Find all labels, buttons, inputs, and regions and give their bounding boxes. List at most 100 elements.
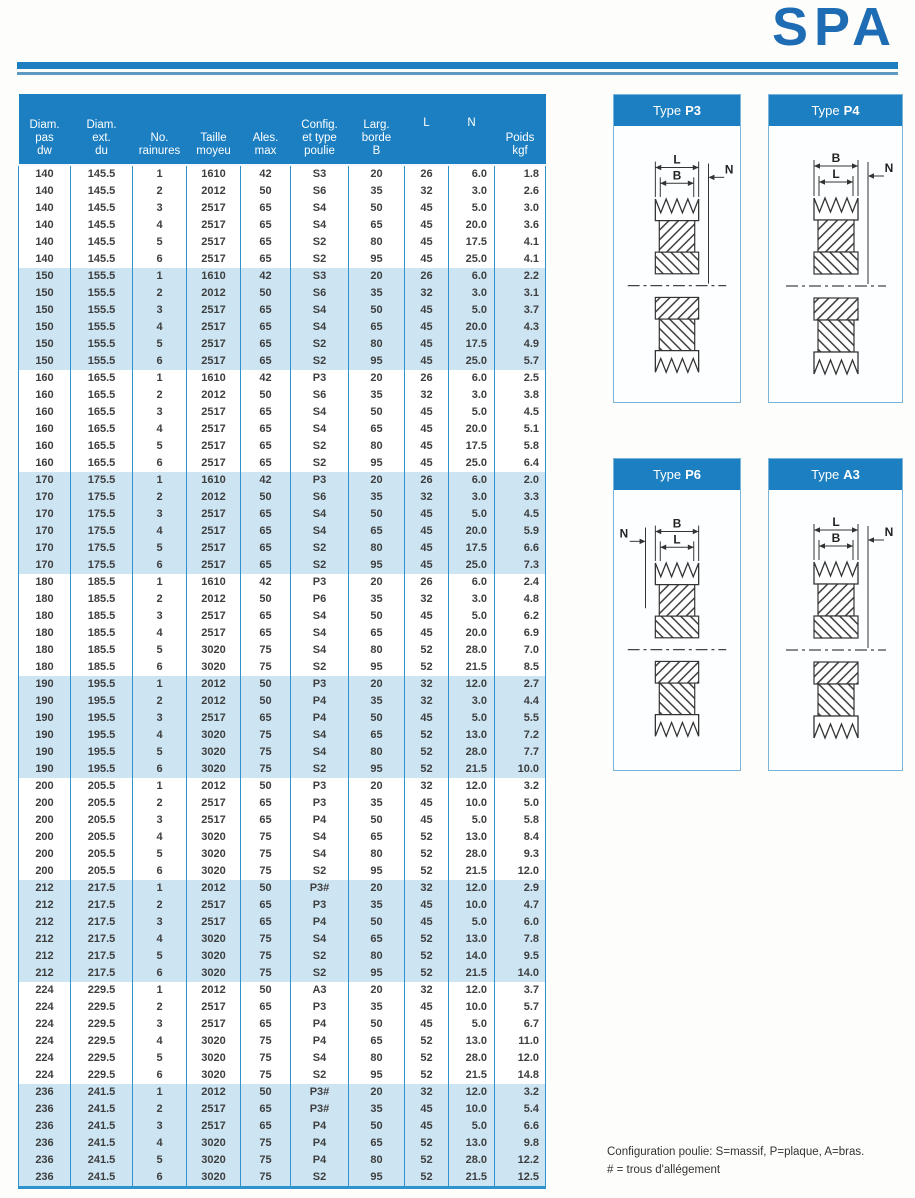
panel-title-code: A3 [843, 467, 860, 482]
table-cell: S6 [290, 285, 349, 302]
table-cell: 4.1 [494, 251, 546, 268]
pulley-diagram: BL N [620, 517, 727, 738]
table-cell: 190 [18, 744, 71, 761]
table-cell: 4.4 [494, 693, 546, 710]
table-cell: 3 [132, 1118, 187, 1135]
table-cell: 2012 [186, 676, 241, 693]
table-cell: 145.5 [70, 200, 133, 217]
table-cell: 12.0 [448, 880, 495, 897]
table-cell: 20.0 [448, 217, 495, 234]
table-cell: 42 [240, 574, 291, 591]
table-cell: 65 [240, 795, 291, 812]
table-cell: 32 [404, 387, 449, 404]
table-cell: 3.0 [448, 693, 495, 710]
table-cell: 3 [132, 404, 187, 421]
table-cell: 2 [132, 897, 187, 914]
table-row: 150 155.5 4 2517 65 S4 65 45 20.0 4.3 [18, 319, 546, 336]
table-cell: 185.5 [70, 574, 133, 591]
table-cell: 65 [240, 302, 291, 319]
svg-text:L: L [832, 515, 839, 529]
table-cell: 75 [240, 1169, 291, 1189]
table-cell: S2 [290, 1067, 349, 1084]
table-cell: 2517 [186, 251, 241, 268]
table-cell: S2 [290, 540, 349, 557]
table-cell: 20.0 [448, 319, 495, 336]
table-cell: 32 [404, 982, 449, 999]
svg-text:B: B [673, 168, 682, 182]
table-cell: 2517 [186, 455, 241, 472]
table-cell: 65 [240, 455, 291, 472]
table-cell: 200 [18, 863, 71, 880]
table-cell: 3020 [186, 1033, 241, 1050]
table-cell: 3020 [186, 761, 241, 778]
table-cell: 95 [348, 1169, 405, 1189]
table-cell: 12.2 [494, 1152, 546, 1169]
footnote: Configuration poulie: S=massif, P=plaque… [607, 1144, 907, 1180]
table-cell: 205.5 [70, 846, 133, 863]
table-cell: 45 [404, 319, 449, 336]
table-cell: S4 [290, 200, 349, 217]
table-cell: S2 [290, 965, 349, 982]
table-cell: 75 [240, 948, 291, 965]
table-cell: 217.5 [70, 931, 133, 948]
table-cell: 65 [240, 625, 291, 642]
table-cell: 21.5 [448, 761, 495, 778]
table-cell: 2517 [186, 557, 241, 574]
table-cell: 212 [18, 948, 71, 965]
table-cell: 45 [404, 234, 449, 251]
table-cell: 6 [132, 251, 187, 268]
table-cell: 5.0 [448, 710, 495, 727]
table-cell: 4 [132, 625, 187, 642]
table-cell: P3# [290, 1101, 349, 1118]
table-cell: 13.0 [448, 1135, 495, 1152]
table-cell: 3020 [186, 659, 241, 676]
table-cell: 4.5 [494, 506, 546, 523]
table-cell: 1610 [186, 574, 241, 591]
panel-title-p3: Type P3 [614, 95, 740, 126]
table-cell: 52 [404, 1135, 449, 1152]
table-cell: 165.5 [70, 370, 133, 387]
table-cell: 229.5 [70, 982, 133, 999]
table-cell: 4.5 [494, 404, 546, 421]
table-cell: 3.6 [494, 217, 546, 234]
table-cell: 3020 [186, 727, 241, 744]
table-cell: 45 [404, 1101, 449, 1118]
panel-title-code: P4 [843, 103, 860, 118]
table-cell: 3020 [186, 1169, 241, 1189]
table-row: 224 229.5 2 2517 65 P3 35 45 10.0 5.7 [18, 999, 546, 1016]
table-row: 212 217.5 5 3020 75 S2 80 52 14.0 9.5 [18, 948, 546, 965]
table-cell: 32 [404, 489, 449, 506]
table-cell: 80 [348, 540, 405, 557]
table-cell: 165.5 [70, 421, 133, 438]
table-cell: 1.8 [494, 165, 546, 183]
column-header: Ales. max [240, 94, 291, 166]
table-cell: 65 [240, 540, 291, 557]
table-cell: 80 [348, 744, 405, 761]
table-cell: 241.5 [70, 1084, 133, 1101]
table-cell: 50 [348, 710, 405, 727]
table-cell: 65 [348, 829, 405, 846]
table-cell: 2 [132, 693, 187, 710]
table-row: 150 155.5 2 2012 50 S6 35 32 3.0 3.1 [18, 285, 546, 302]
table-cell: 1610 [186, 370, 241, 387]
table-cell: 26 [404, 165, 449, 183]
table-cell: 65 [240, 319, 291, 336]
table-cell: 5 [132, 948, 187, 965]
column-header: Diam. pas dw [18, 94, 71, 166]
table-cell: 5.7 [494, 353, 546, 370]
table-cell: 2517 [186, 540, 241, 557]
table-cell: 45 [404, 795, 449, 812]
table-cell: 52 [404, 1169, 449, 1189]
table-cell: 3020 [186, 965, 241, 982]
table-cell: 212 [18, 897, 71, 914]
table-cell: P4 [290, 1016, 349, 1033]
table-cell: 65 [348, 1033, 405, 1050]
table-cell: 155.5 [70, 285, 133, 302]
table-cell: P4 [290, 710, 349, 727]
table-cell: 65 [240, 1118, 291, 1135]
table-cell: 3 [132, 200, 187, 217]
table-cell: P4 [290, 1152, 349, 1169]
table-cell: 32 [404, 1084, 449, 1101]
table-cell: S2 [290, 1169, 349, 1189]
